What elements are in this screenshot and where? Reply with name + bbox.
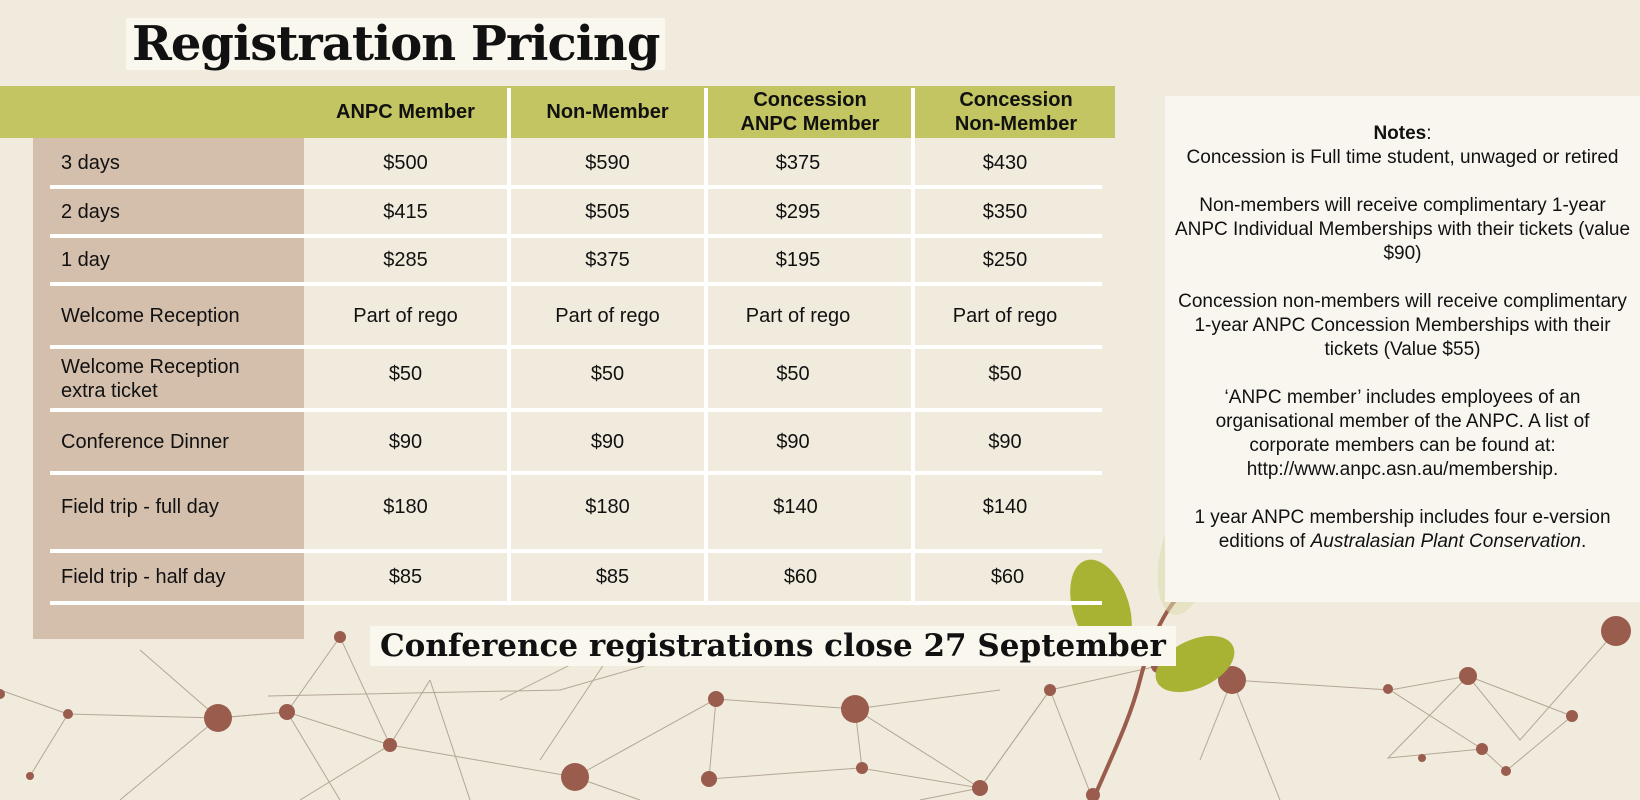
notes-anpc-member-definition: ‘ANPC member’ includes employees of an o…: [1215, 387, 1590, 480]
price-cell: $85: [388, 566, 423, 588]
price-cell: $195: [775, 249, 821, 271]
column-header-concession-non-member: Concession Non-Member: [916, 86, 1116, 138]
price-cell: $415: [383, 200, 428, 223]
column-header-anpc-member: ANPC Member: [304, 86, 507, 138]
column-header-label: ANPC Member: [336, 101, 475, 123]
column-header-concession-anpc-member: Concession ANPC Member: [708, 86, 912, 138]
price-cell: $590: [585, 151, 630, 174]
row-label-3-days: 3 days: [61, 151, 120, 174]
row-label-welcome-reception-extra-ticket: Welcome Reception extra ticket: [33, 349, 304, 408]
row-divider: [50, 471, 1102, 475]
price-cell: $430: [982, 151, 1028, 174]
row-divider: [50, 601, 1102, 605]
row-divider: [50, 185, 1102, 189]
column-header-label: Non-Member: [954, 113, 1078, 135]
row-label-field-trip-half-day: Field trip - half day: [61, 566, 226, 588]
column-header-label: ANPC Member: [740, 113, 880, 135]
notes-membership-benefits: 1 year ANPC membership includes four e-v…: [1173, 506, 1632, 554]
price-cell: $140: [773, 496, 818, 518]
price-cell: Part of rego: [745, 304, 851, 327]
column-header-label: Concession: [959, 89, 1073, 111]
table-header-band: [0, 86, 1115, 138]
column-header-label: Non-Member: [546, 101, 669, 123]
row-label-welcome-reception: Welcome Reception: [61, 304, 240, 327]
row-divider: [50, 408, 1102, 412]
row-label-1-day: 1 day: [61, 249, 110, 271]
price-cell: $140: [982, 496, 1028, 518]
row-label-column: [33, 138, 304, 639]
price-cell: Part of rego: [555, 304, 660, 327]
price-cell: $500: [383, 151, 428, 174]
price-cell: $90: [590, 430, 625, 453]
price-cell: $295: [775, 200, 821, 223]
price-cell: $250: [982, 249, 1028, 271]
price-cell: $50: [776, 363, 810, 385]
price-cell: $180: [585, 496, 630, 518]
price-cell: $50: [988, 363, 1022, 385]
price-cell: Part of rego: [353, 304, 458, 327]
row-divider: [50, 345, 1102, 349]
price-cell: $50: [388, 363, 423, 385]
column-header-label: Concession: [753, 89, 867, 111]
price-cell: $285: [383, 249, 428, 271]
notes-text: 1 year ANPC membership includes four e-v…: [1194, 507, 1611, 552]
notes-heading-line: Notes:: [1173, 122, 1632, 146]
price-cell: $85: [595, 566, 630, 588]
row-divider: [50, 549, 1102, 553]
notes-concession-definition: Concession is Full time student, unwaged…: [1186, 147, 1619, 168]
publication-title: Australasian Plant Conservation: [1310, 531, 1581, 552]
price-cell: $90: [988, 430, 1022, 453]
price-cell: $60: [783, 566, 818, 588]
notes-panel: Notes: Concession is Full time student, …: [1165, 96, 1640, 602]
row-divider: [50, 234, 1102, 238]
row-divider: [50, 282, 1102, 286]
price-cell: $90: [388, 430, 423, 453]
notes-concession-membership: Concession non-members will receive comp…: [1178, 291, 1627, 360]
notes-heading-colon: :: [1426, 123, 1432, 144]
registration-close-banner: Conference registrations close 27 Septem…: [370, 626, 1176, 666]
price-cell: $60: [990, 566, 1025, 588]
price-cell: $90: [776, 430, 810, 453]
price-cell: $375: [775, 151, 821, 174]
price-cell: $50: [590, 363, 625, 385]
notes-non-member-membership: Non-members will receive complimentary 1…: [1174, 195, 1631, 264]
price-cell: $180: [383, 496, 428, 518]
price-cell: $375: [585, 249, 630, 271]
row-label-2-days: 2 days: [61, 200, 120, 223]
price-cell: $350: [982, 200, 1028, 223]
row-label-field-trip-full-day: Field trip - full day: [61, 496, 219, 518]
page-title: Registration Pricing: [126, 18, 666, 70]
price-cell: Part of rego: [952, 304, 1058, 327]
row-label-line: Welcome Reception: [61, 355, 240, 378]
row-label-line: extra ticket: [61, 379, 158, 402]
price-cell: $505: [585, 200, 630, 223]
row-label-conference-dinner: Conference Dinner: [61, 430, 229, 453]
notes-text: .: [1581, 531, 1587, 552]
notes-heading: Notes: [1373, 123, 1427, 144]
column-header-non-member: Non-Member: [511, 86, 704, 138]
